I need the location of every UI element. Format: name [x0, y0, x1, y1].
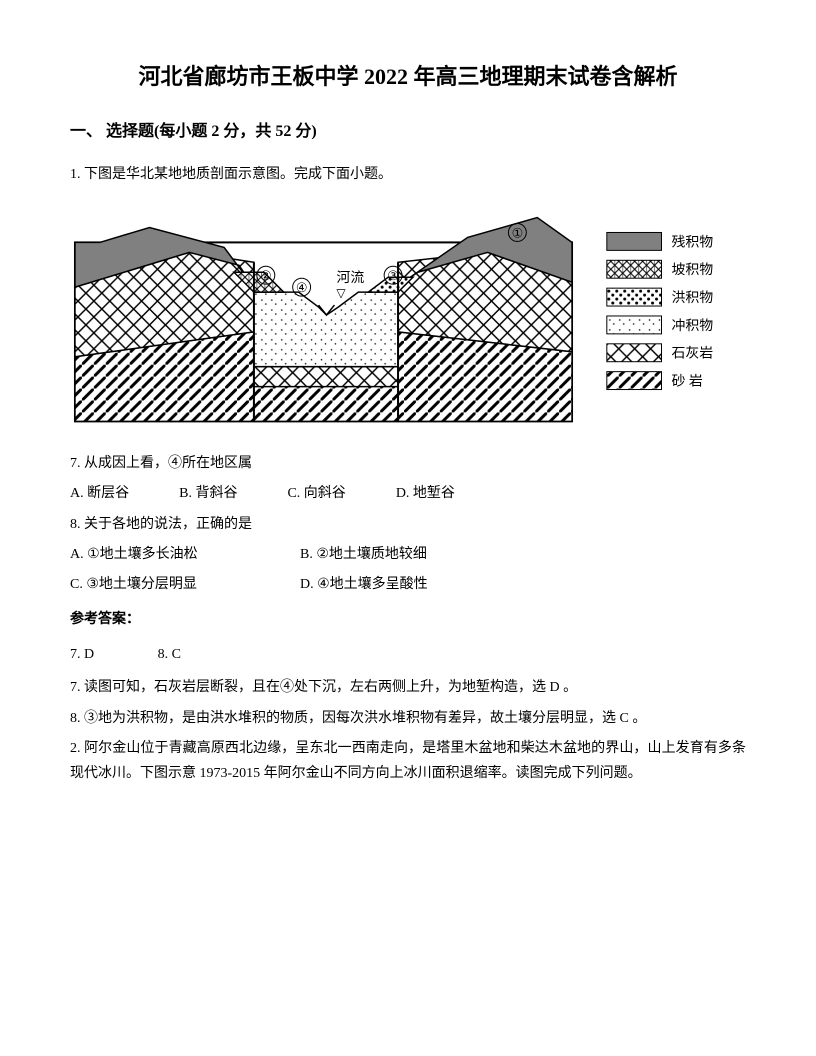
q7-opt-c: C. 向斜谷	[287, 481, 345, 506]
q7-opt-a: A. 断层谷	[70, 481, 129, 506]
marker-1: ①	[512, 225, 524, 240]
legend-residual: 残积物	[671, 234, 713, 250]
legend-slope: 坡积物	[671, 262, 713, 278]
legend-flood: 洪积物	[671, 290, 713, 306]
cross-section-svg: ① ② ③ ④ 河流 ▽ 残积物 坡积物 洪积物 冲积物 石灰岩	[70, 197, 746, 427]
answer-7: 7. D	[70, 642, 94, 667]
answers-row: 7. D 8. C	[70, 642, 746, 667]
q8-options-row2: C. ③地土壤分层明显 D. ④地土壤多呈酸性	[70, 572, 746, 597]
marker-4: ④	[296, 280, 308, 295]
river-triangle: ▽	[336, 286, 346, 300]
geology-diagram: ① ② ③ ④ 河流 ▽ 残积物 坡积物 洪积物 冲积物 石灰岩	[70, 197, 746, 436]
answer-heading: 参考答案：	[70, 607, 746, 632]
marker-2: ②	[260, 268, 272, 283]
marker-3: ③	[387, 268, 399, 283]
q8-options-row1: A. ①地土壤多长油松 B. ②地土壤质地较细	[70, 542, 746, 567]
q8-opt-b: B. ②地土壤质地较细	[300, 542, 427, 567]
q1-intro: 1. 下图是华北某地地质剖面示意图。完成下面小题。	[70, 162, 746, 187]
page-title: 河北省廊坊市王板中学 2022 年高三地理期末试卷含解析	[70, 60, 746, 93]
q8-opt-a: A. ①地土壤多长油松	[70, 542, 270, 567]
explanation-8: 8. ③地为洪积物，是由洪水堆积的物质，因每次洪水堆积物有差异，故土壤分层明显，…	[70, 706, 746, 731]
legend-sandstone: 砂 岩	[671, 374, 702, 390]
legend-alluvium: 冲积物	[671, 318, 713, 334]
legend-limestone: 石灰岩	[671, 346, 713, 362]
q7-opt-d: D. 地堑谷	[396, 481, 455, 506]
q7-opt-b: B. 背斜谷	[179, 481, 237, 506]
q7-options: A. 断层谷 B. 背斜谷 C. 向斜谷 D. 地堑谷	[70, 481, 746, 506]
q8-opt-d: D. ④地土壤多呈酸性	[300, 572, 428, 597]
q7-text: 7. 从成因上看，④所在地区属	[70, 451, 746, 476]
q8-opt-c: C. ③地土壤分层明显	[70, 572, 270, 597]
river-label: 河流	[336, 270, 364, 286]
q2-intro: 2. 阿尔金山位于青藏高原西北边缘，呈东北一西南走向，是塔里木盆地和柴达木盆地的…	[70, 736, 746, 786]
section-heading: 一、 选择题(每小题 2 分，共 52 分)	[70, 118, 746, 147]
explanation-7: 7. 读图可知，石灰岩层断裂，且在④处下沉，左右两侧上升，为地堑构造，选 D 。	[70, 675, 746, 700]
answer-8: 8. C	[158, 642, 181, 667]
q8-text: 8. 关于各地的说法，正确的是	[70, 512, 746, 537]
legend: 残积物 坡积物 洪积物 冲积物 石灰岩 砂 岩	[607, 232, 713, 389]
